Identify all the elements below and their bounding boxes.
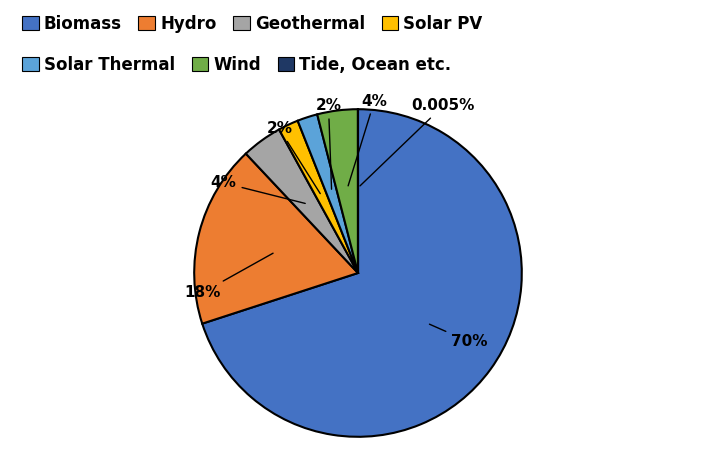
Wedge shape [246,130,358,273]
Wedge shape [194,154,358,324]
Legend: Solar Thermal, Wind, Tide, Ocean etc.: Solar Thermal, Wind, Tide, Ocean etc. [16,49,458,81]
Legend: Biomass, Hydro, Geothermal, Solar PV: Biomass, Hydro, Geothermal, Solar PV [16,8,489,40]
Text: 4%: 4% [211,176,305,203]
Text: 2%: 2% [266,121,320,193]
Wedge shape [202,109,522,437]
Text: 2%: 2% [316,98,342,189]
Wedge shape [298,114,358,273]
Text: 18%: 18% [184,253,273,300]
Text: 4%: 4% [348,94,387,186]
Text: 0.005%: 0.005% [360,98,475,186]
Wedge shape [279,121,358,273]
Wedge shape [317,109,358,273]
Text: 70%: 70% [430,324,488,349]
